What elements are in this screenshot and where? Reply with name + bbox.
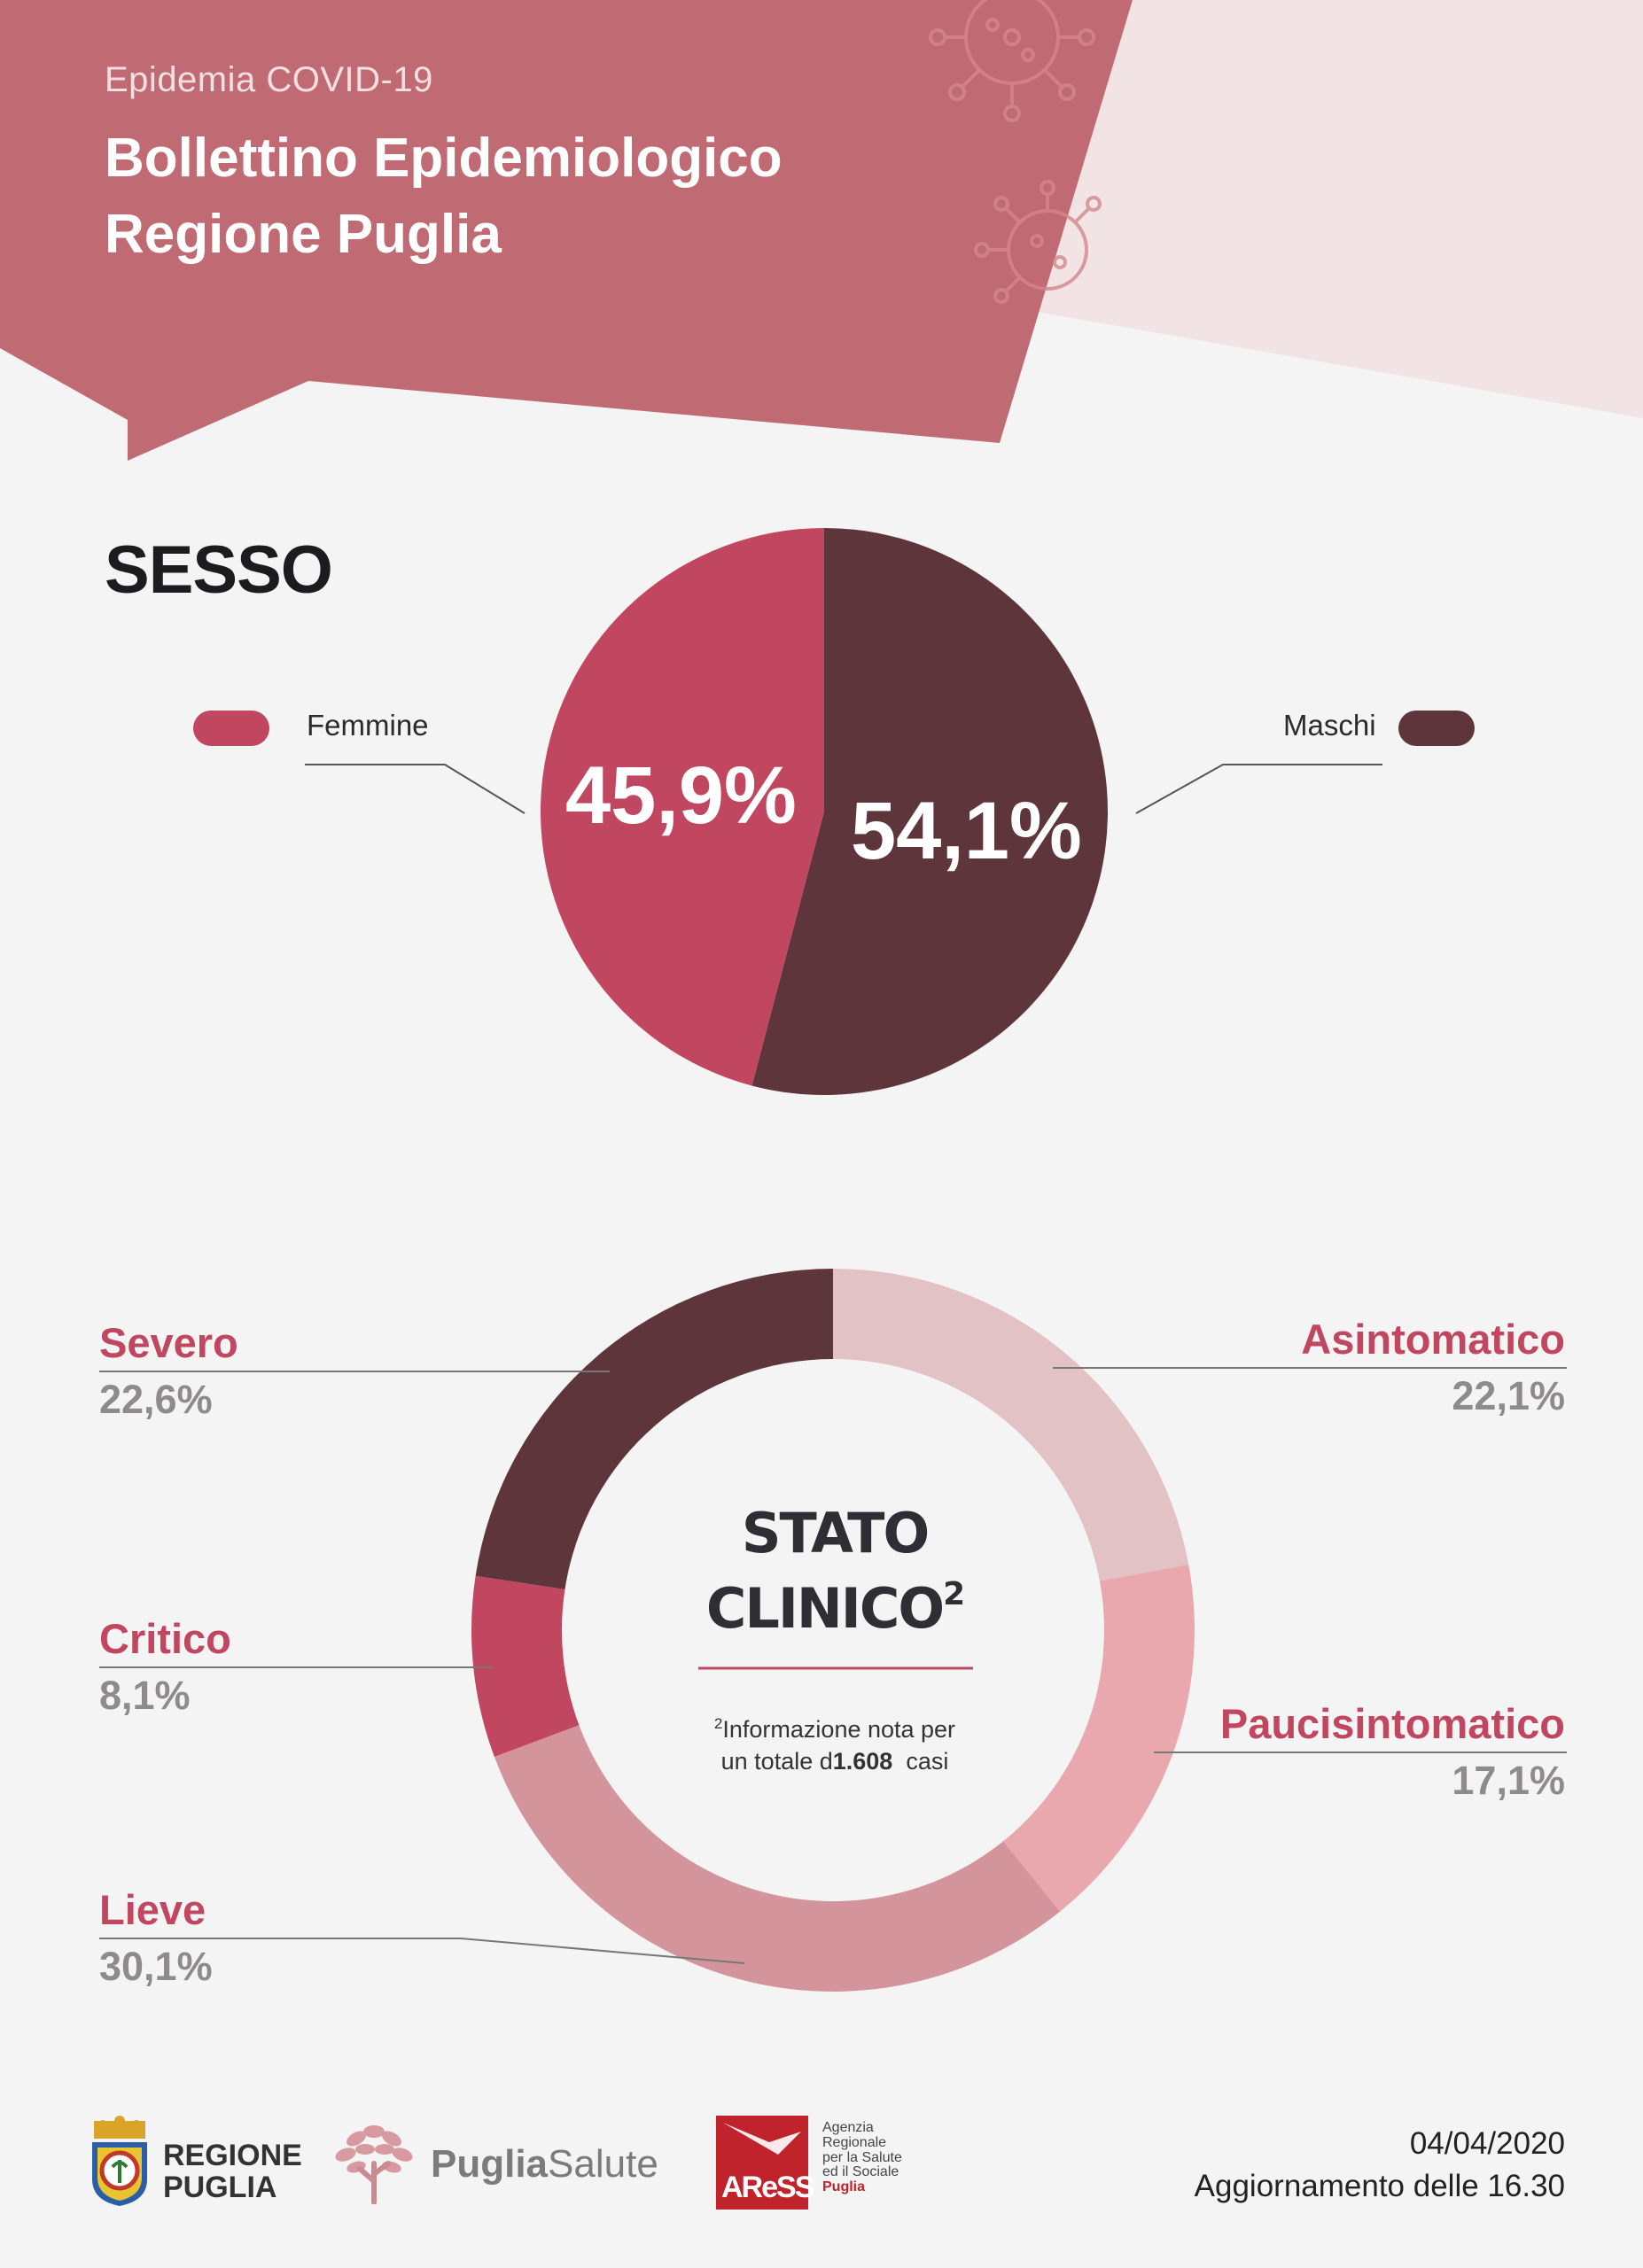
legend-label-femmine: Femmine bbox=[307, 709, 429, 742]
pie-label-femmine: 45,9% bbox=[565, 750, 797, 841]
segment-value-severo: 22,6% bbox=[99, 1377, 213, 1422]
legend-swatch-maschi bbox=[1398, 711, 1475, 746]
donut-segment-asintomatico bbox=[833, 1269, 1189, 1581]
chart-title-sesso: SESSO bbox=[105, 532, 333, 608]
donut-segment-severo bbox=[475, 1269, 833, 1590]
legend-swatch-femmine bbox=[193, 711, 269, 746]
donut-segment-critico bbox=[471, 1575, 580, 1758]
segment-value-paucisintomatico: 17,1% bbox=[1452, 1758, 1565, 1803]
segment-value-critico: 8,1% bbox=[99, 1673, 191, 1718]
aress-line4: ed il Sociale bbox=[822, 2164, 899, 2180]
note-line2: un totale d bbox=[720, 1748, 833, 1775]
salute-word: Salute bbox=[548, 2142, 658, 2186]
pie-slice-maschi bbox=[751, 528, 1109, 1095]
regione-line1: REGIONE bbox=[163, 2139, 302, 2172]
segment-name-lieve: Lieve bbox=[99, 1886, 206, 1933]
page-title-line2: Regione Puglia bbox=[105, 204, 502, 265]
header-subtitle: Epidemia COVID-19 bbox=[105, 60, 433, 99]
aress-line2: Regionale bbox=[822, 2134, 887, 2150]
note-number: 1.608 bbox=[832, 1748, 893, 1775]
regione-line2: PUGLIA bbox=[163, 2170, 277, 2204]
segment-name-paucisintomatico: Paucisintomatico bbox=[1219, 1700, 1565, 1747]
leader-line-lieve bbox=[99, 1938, 745, 1964]
donut-segment-lieve bbox=[494, 1725, 1061, 1992]
donut-chart-stato-clinico bbox=[471, 1269, 1195, 1992]
legend-label-maschi: Maschi bbox=[1283, 709, 1376, 742]
virus-icon bbox=[929, 0, 1095, 122]
update-time: Aggiornamento delle 16.30 bbox=[1194, 2169, 1565, 2203]
aress-line3: per la Salute bbox=[822, 2149, 902, 2165]
note-line1: Informazione nota per bbox=[722, 1716, 956, 1743]
note-superscript: 2 bbox=[713, 1715, 723, 1732]
pugliasalute-logo-text: PugliaSalute bbox=[431, 2142, 658, 2186]
pie-label-maschi: 54,1% bbox=[851, 786, 1082, 876]
regione-puglia-coat-of-arms-icon bbox=[92, 2116, 147, 2206]
aress-logo-icon bbox=[716, 2116, 808, 2210]
leader-line-maschi bbox=[1135, 764, 1382, 814]
donut-center-note: 2Informazione nota per un totale d1.608 … bbox=[682, 1713, 987, 1778]
title-superscript: 2 bbox=[943, 1576, 965, 1612]
segment-value-asintomatico: 22,1% bbox=[1452, 1373, 1565, 1418]
pie-chart-sesso bbox=[541, 528, 1109, 1095]
segment-name-asintomatico: Asintomatico bbox=[1301, 1316, 1565, 1363]
segment-name-severo: Severo bbox=[99, 1319, 238, 1366]
page-title-line1: Bollettino Epidemiologico bbox=[105, 128, 783, 189]
pugliasalute-tree-icon bbox=[335, 2125, 413, 2204]
aress-caption: Agenzia Regionale per la Salute ed il So… bbox=[822, 2120, 902, 2195]
leader-line-femmine bbox=[305, 764, 526, 814]
regione-puglia-logo-text: REGIONE PUGLIA bbox=[163, 2140, 302, 2203]
report-date: 04/04/2020 bbox=[1409, 2126, 1565, 2161]
aress-line5: Puglia bbox=[822, 2179, 866, 2195]
segment-value-lieve: 30,1% bbox=[99, 1944, 213, 1989]
aress-logo-text: AReSS bbox=[721, 2171, 814, 2204]
puglia-word: Puglia bbox=[431, 2142, 549, 2186]
donut-center-title-line2: CLINICO2 bbox=[705, 1576, 965, 1641]
virus-icon bbox=[974, 180, 1102, 304]
donut-center-title-line1: STATO bbox=[741, 1501, 930, 1565]
pie-slice-femmine bbox=[541, 528, 824, 1086]
donut-segment-paucisintomatico bbox=[1003, 1565, 1195, 1912]
segment-name-critico: Critico bbox=[99, 1615, 231, 1662]
note-line2-end: casi bbox=[906, 1748, 949, 1775]
aress-line1: Agenzia bbox=[822, 2120, 874, 2135]
